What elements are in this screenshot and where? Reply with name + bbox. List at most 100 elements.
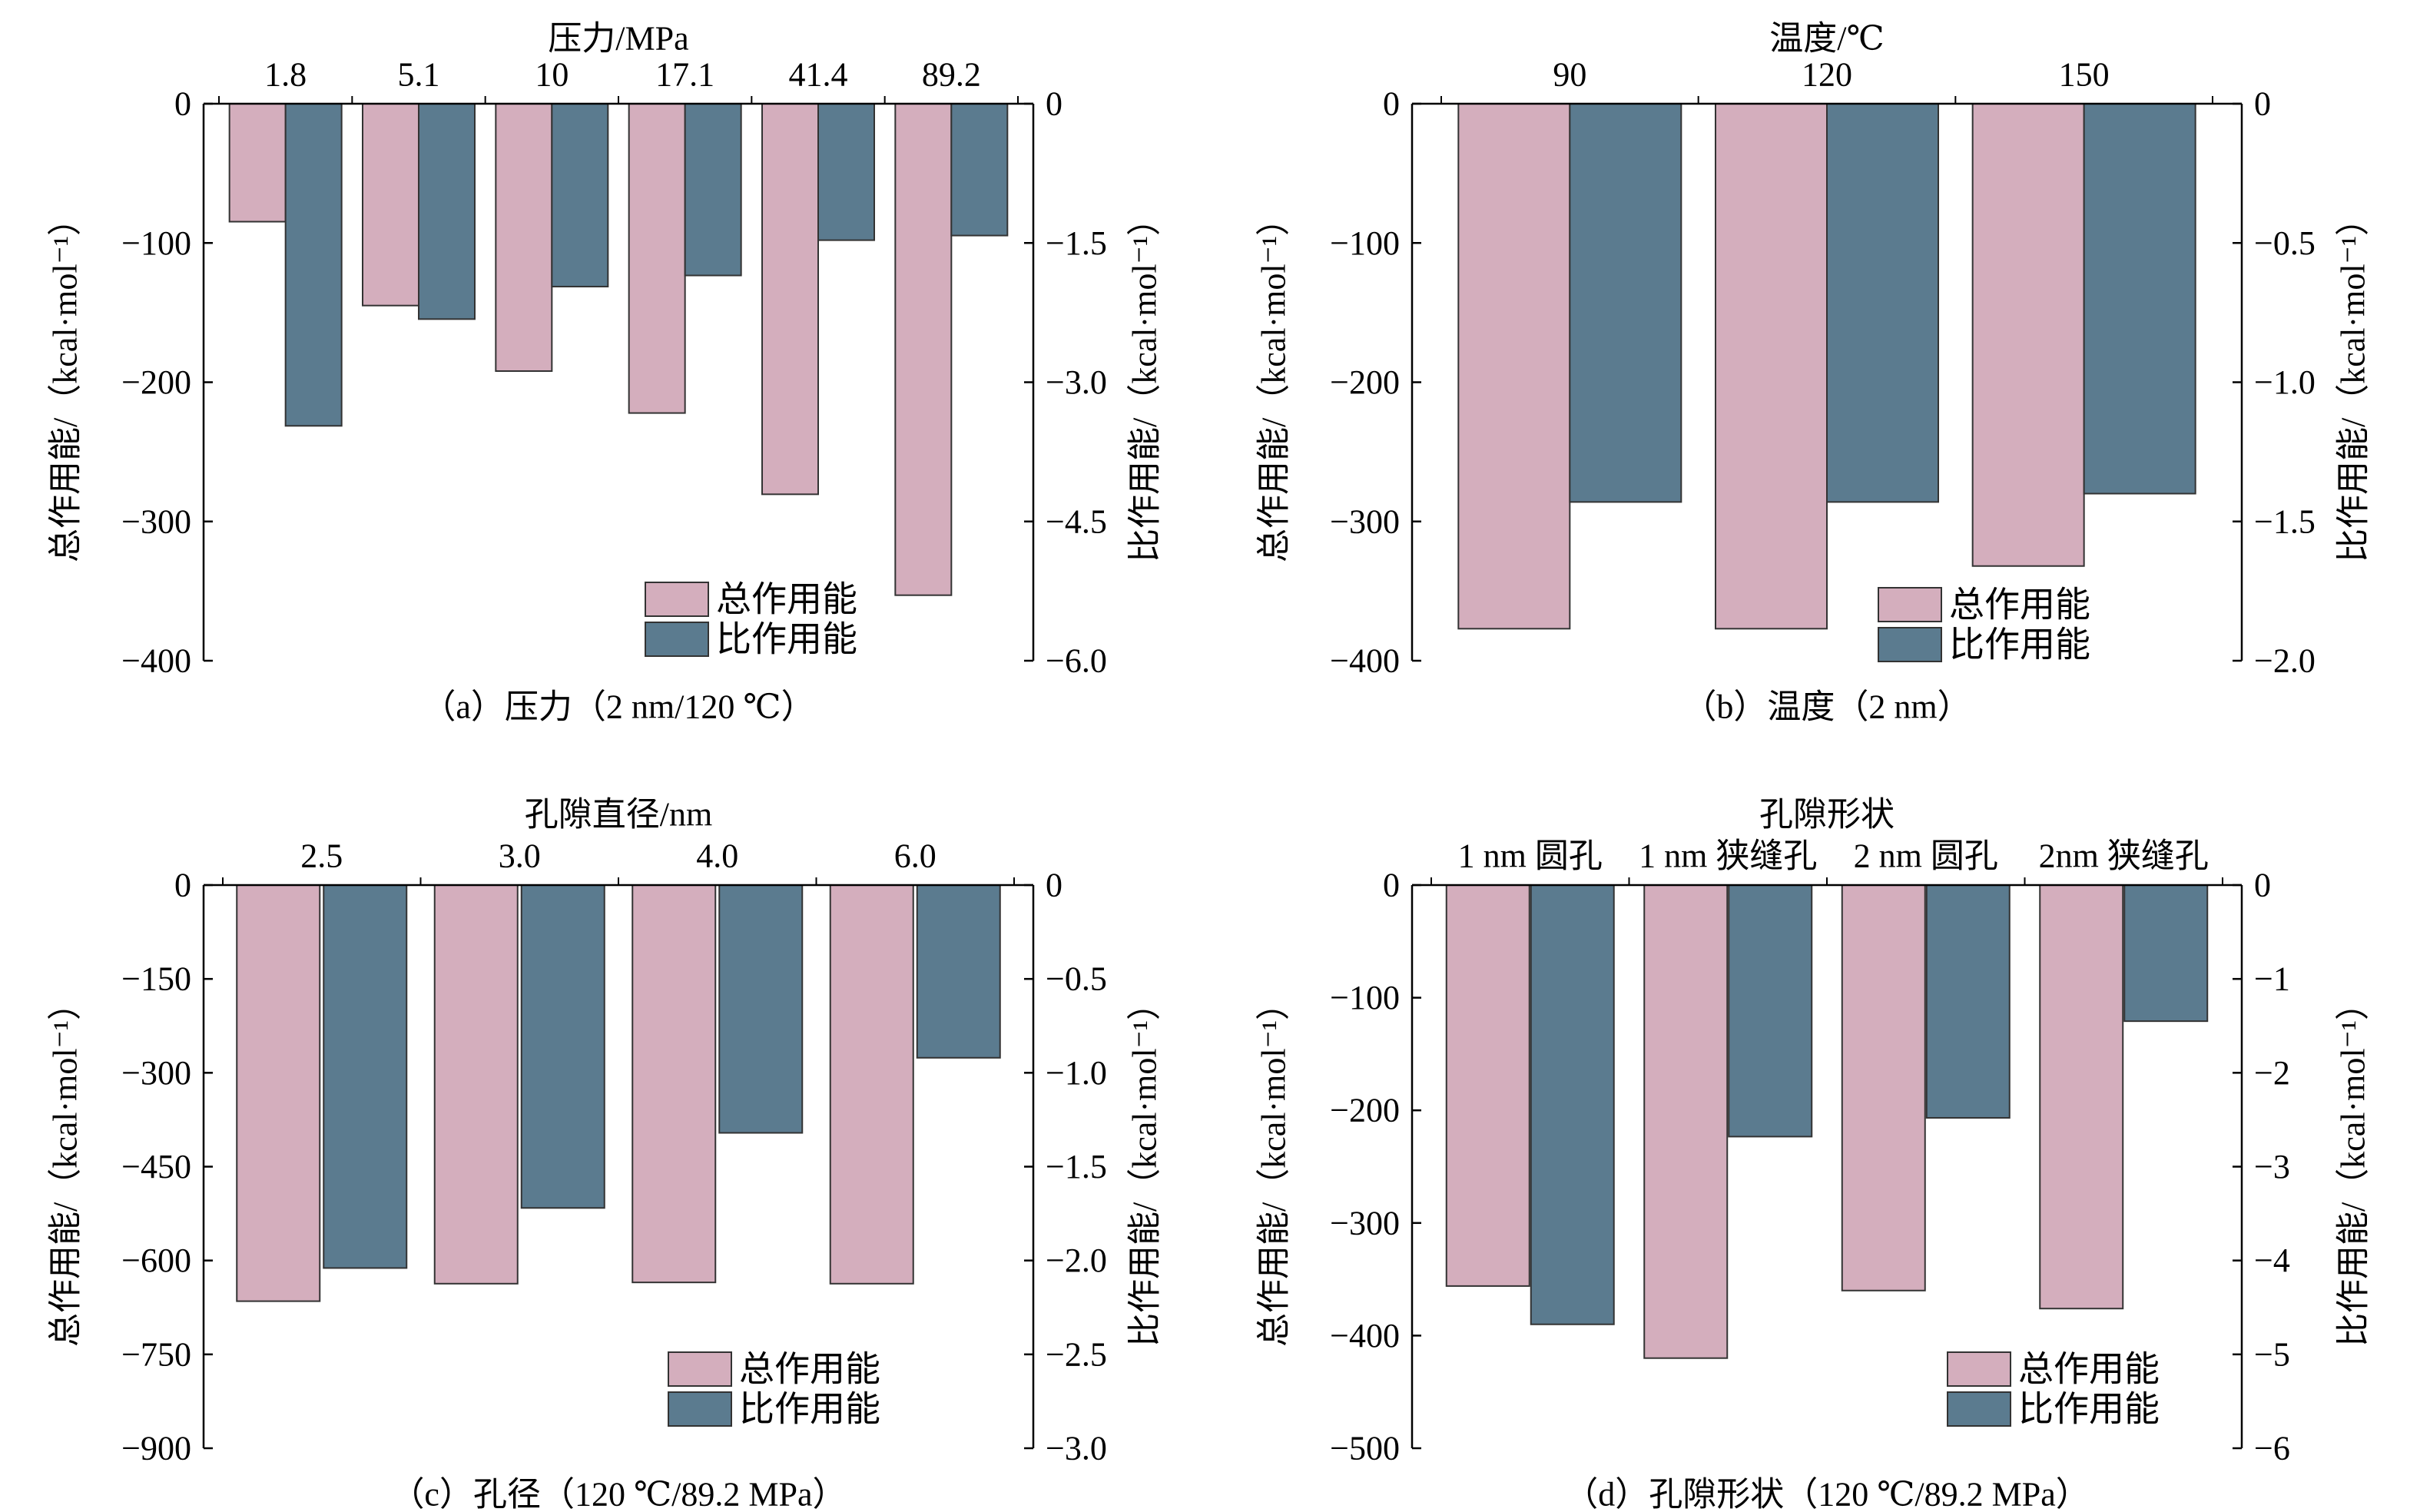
chart-panel-2: 温度/℃ 90 120 150 0 −100 −200 −300 −400 0 −0.5 −1.0 −1…	[1255, 20, 2372, 726]
chart-panel-1: 压力/MPa 1.8 5.1 10 17.1 41.4 89.2 0 −100 −200 −300 −…	[47, 20, 1164, 726]
left-tick-label: −400	[1330, 1317, 1400, 1354]
bar-total	[228, 103, 287, 223]
right-tick-label: −4	[2254, 1242, 2290, 1279]
left-tick-label: −300	[121, 1054, 191, 1092]
bar-total	[628, 103, 686, 414]
chart-title: 压力/MPa	[548, 20, 688, 58]
left-tick-label: −300	[1330, 1204, 1400, 1242]
left-axis-title: 总作用能/（kcal·mol⁻¹）	[1255, 986, 1293, 1347]
right-tick-label: −0.5	[2254, 224, 2316, 262]
left-axis-title: 总作用能/（kcal·mol⁻¹）	[1255, 202, 1293, 562]
legend-swatch	[1878, 587, 1942, 622]
right-tick-label: 0	[1046, 867, 1062, 904]
bar-specific	[1826, 103, 1939, 503]
bar-specific	[284, 103, 343, 427]
category-label: 5.1	[398, 56, 440, 94]
bar-specific	[1569, 103, 1682, 503]
bar-total	[1715, 103, 1828, 630]
bar-specific	[718, 884, 804, 1134]
legend-swatch	[668, 1391, 732, 1427]
bar-total	[495, 103, 553, 372]
bar-specific	[520, 884, 605, 1209]
bar-total	[1971, 103, 2085, 567]
bar-specific	[684, 103, 742, 277]
category-label: 3.0	[499, 837, 541, 875]
bar-specific	[418, 103, 476, 320]
legend-label: 比作用能	[2018, 1390, 2160, 1429]
left-tick-label: −200	[1330, 363, 1400, 401]
right-tick-label: −1.5	[1046, 224, 1107, 262]
category-label: 4.0	[696, 837, 738, 875]
bar-total	[761, 103, 819, 496]
left-tick-label: 0	[1383, 85, 1400, 123]
chart-caption: （b）温度（2 nm）	[1682, 688, 1971, 726]
legend-swatch	[1947, 1351, 2011, 1387]
category-label: 41.4	[789, 56, 848, 94]
left-tick-label: −100	[1330, 224, 1400, 262]
bar-total	[2039, 884, 2124, 1310]
right-axis-title: 比作用能/（kcal·mol⁻¹）	[1126, 986, 1164, 1347]
left-tick-label: −900	[121, 1430, 191, 1467]
right-tick-label: −0.5	[1046, 960, 1107, 998]
left-tick-label: −300	[121, 502, 191, 540]
bar-specific	[2083, 103, 2196, 495]
bar-specific	[323, 884, 408, 1269]
category-label: 120	[1802, 56, 1852, 94]
right-tick-label: −2.5	[1046, 1335, 1107, 1373]
legend-label: 总作用能	[2018, 1350, 2160, 1389]
bar-total	[1457, 103, 1571, 630]
right-axis-title: 比作用能/（kcal·mol⁻¹）	[2335, 986, 2372, 1347]
legend-swatch	[1947, 1391, 2011, 1427]
chart-title: 温度/℃	[1769, 20, 1884, 58]
legend-label: 比作用能	[1949, 625, 2090, 665]
bar-specific	[1728, 884, 1813, 1138]
bar-specific	[1530, 884, 1615, 1325]
legend-swatch	[668, 1351, 732, 1387]
left-tick-label: −150	[121, 960, 191, 998]
category-label: 17.1	[655, 56, 714, 94]
bar-specific	[916, 884, 1001, 1059]
left-tick-label: −400	[121, 642, 191, 680]
category-label: 1 nm 圆孔	[1458, 837, 1603, 875]
bar-total	[1643, 884, 1729, 1359]
right-tick-label: −1.0	[1046, 1054, 1107, 1092]
right-tick-label: −2	[2254, 1054, 2290, 1092]
category-label: 1.8	[264, 56, 307, 94]
legend-label: 总作用能	[739, 1350, 880, 1389]
right-tick-label: −5	[2254, 1335, 2290, 1373]
bar-total	[632, 884, 717, 1284]
left-tick-label: −300	[1330, 502, 1400, 540]
left-tick-label: −100	[121, 224, 191, 262]
left-tick-label: −500	[1330, 1430, 1400, 1467]
category-label: 2nm 狭缝孔	[2039, 837, 2209, 875]
category-label: 6.0	[894, 837, 937, 875]
chart-caption: （c）孔径（120 ℃/89.2 MPa）	[390, 1476, 846, 1512]
right-axis-title: 比作用能/（kcal·mol⁻¹）	[1126, 202, 1164, 562]
bar-specific	[817, 103, 875, 241]
left-tick-label: −400	[1330, 642, 1400, 680]
left-tick-label: −450	[121, 1148, 191, 1185]
right-axis-title: 比作用能/（kcal·mol⁻¹）	[2335, 202, 2372, 562]
right-tick-label: 0	[1046, 85, 1062, 123]
chart-caption: （a）压力（2 nm/120 ℃）	[422, 688, 814, 726]
left-tick-label: −100	[1330, 979, 1400, 1016]
chart-title: 孔隙形状	[1759, 796, 1895, 834]
bar-specific	[2123, 884, 2209, 1023]
left-tick-label: −600	[121, 1242, 191, 1279]
legend-label: 比作用能	[739, 1390, 880, 1429]
right-tick-label: −3.0	[1046, 363, 1107, 401]
left-tick-label: 0	[174, 85, 191, 123]
right-tick-label: −2.0	[1046, 1242, 1107, 1279]
right-tick-label: 0	[2254, 867, 2271, 904]
left-axis-title: 总作用能/（kcal·mol⁻¹）	[47, 986, 85, 1347]
left-tick-label: 0	[174, 867, 191, 904]
right-tick-label: −1.5	[2254, 502, 2316, 540]
legend-swatch	[645, 582, 709, 617]
right-tick-label: −3	[2254, 1148, 2290, 1185]
right-tick-label: −1	[2254, 960, 2290, 998]
bar-total	[1841, 884, 1926, 1292]
right-tick-label: −6.0	[1046, 642, 1107, 680]
bar-total	[829, 884, 914, 1285]
legend-label: 比作用能	[716, 620, 857, 659]
